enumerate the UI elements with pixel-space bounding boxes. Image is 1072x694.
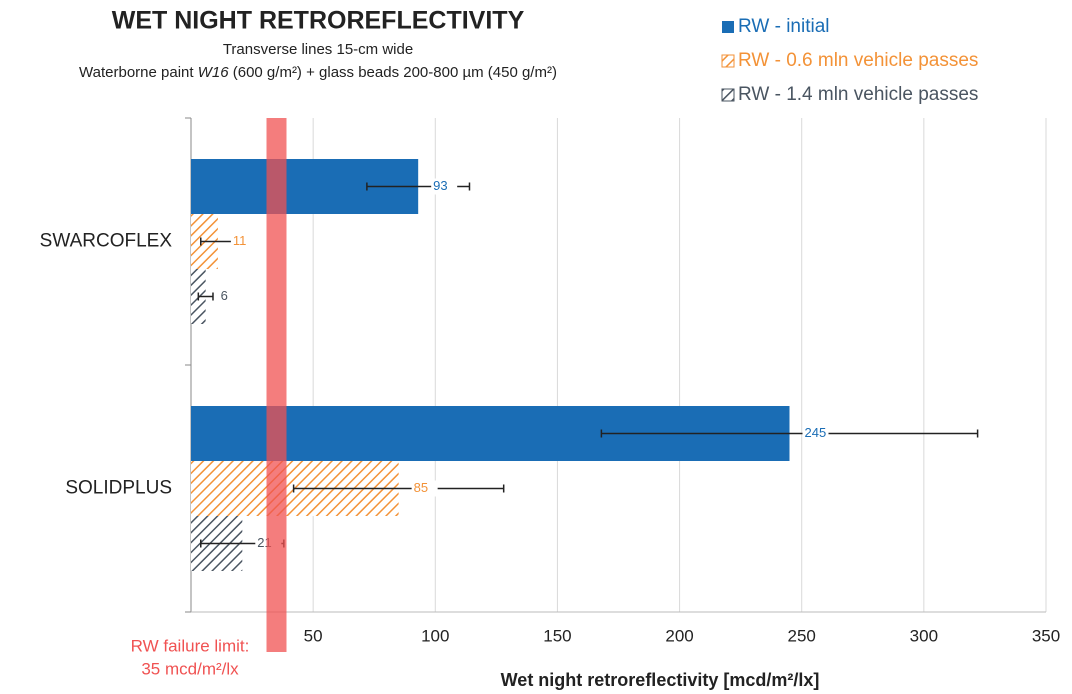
legend-swatch [721,88,735,102]
error-bar [197,292,214,301]
x-axis-label: Wet night retroreflectivity [mcd/m²/lx] [501,670,820,690]
threshold-label: RW failure limit: [131,636,250,655]
data-label-bg [431,178,458,195]
error-bar [292,484,505,493]
x-tick-label: 350 [1032,626,1060,645]
data-label: 85 [414,480,428,495]
y-tick-label: SWARCOFLEX [40,231,173,252]
legend-swatch [721,54,735,68]
data-label-bg [218,288,245,305]
x-tick-label: 200 [665,626,693,645]
data-label: 245 [805,425,827,440]
subtitle-part: (600 g/m²) + glass beads 200-800 µm (450… [229,64,557,81]
threshold-band [266,118,287,652]
x-tick-label: 150 [543,626,571,645]
data-label: 11 [233,233,247,248]
chart-subtitle: Transverse lines 15-cm wide [223,41,413,58]
chart-title: WET NIGHT RETROREFLECTIVITY [112,7,525,35]
x-tick-label: 100 [421,626,449,645]
data-label-bg [230,233,257,250]
subtitle-part: W16 [198,64,230,81]
threshold-label: 35 mcd/m²/lx [141,659,239,678]
data-label-bg [802,425,829,442]
legend-label: RW - 1.4 mln vehicle passes [738,84,978,105]
data-label: 6 [221,288,228,303]
x-tick-label: 300 [910,626,938,645]
chart-subtitle: Waterborne paint W16 (600 g/m²) + glass … [79,64,557,81]
error-bar [600,429,979,438]
x-tick-label: 50 [304,626,323,645]
legend-label: RW - 0.6 mln vehicle passes [738,50,978,71]
y-tick-label: SOLIDPLUS [65,478,172,499]
data-label: 93 [433,178,447,193]
legend-swatch [722,21,734,33]
legend-label: RW - initial [738,16,830,37]
x-tick-label: 250 [788,626,816,645]
subtitle-part: Waterborne paint [79,64,198,81]
data-label-bg [411,480,438,497]
